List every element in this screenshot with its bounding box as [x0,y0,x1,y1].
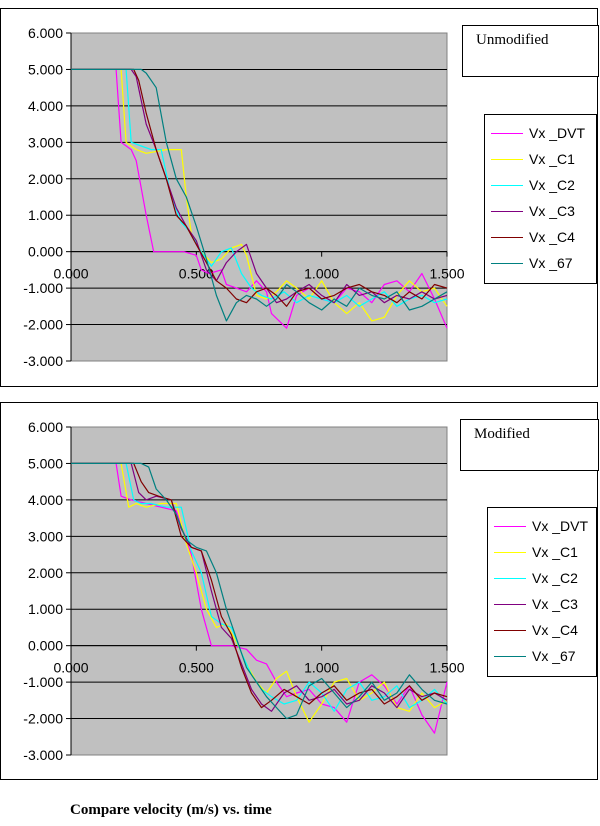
plot-area [70,426,448,756]
legend-swatch [491,158,523,160]
y-tick-label: 3.000 [28,134,63,150]
y-tick-label: 4.000 [28,98,63,114]
legend-item: Vx _C2 [494,568,578,588]
chart-legend: Vx _DVT Vx _C1 Vx _C2 Vx _C3 Vx _C4 Vx _67 [484,114,597,284]
y-tick-label: 4.000 [28,492,63,508]
y-tick-label: 0.000 [28,244,63,260]
legend-swatch [494,603,526,605]
x-tick-label: 0.500 [179,266,214,282]
legend-label: Vx _C3 [532,596,578,612]
chart-title-box: Unmodified [462,25,599,77]
chart-title: Unmodified [476,32,549,48]
y-tick-label: 6.000 [28,25,63,41]
plot-area [70,32,448,362]
legend-swatch [491,236,523,238]
legend-label: Vx _C1 [532,544,578,560]
y-tick-label: 0.000 [28,638,63,654]
chart-legend: Vx _DVT Vx _C1 Vx _C2 Vx _C3 Vx _C4 Vx _67 [487,507,597,677]
x-tick-label: 1.500 [429,266,464,282]
series-line [71,68,448,329]
y-tick-label: 5.000 [28,455,63,471]
legend-swatch [494,551,526,553]
legend-label: Vx _67 [532,648,576,664]
legend-swatch [491,210,523,212]
legend-item: Vx _C1 [491,149,575,169]
legend-swatch [494,655,526,657]
y-tick-label: -3.000 [23,747,63,763]
x-tick-label: 0.000 [53,266,88,282]
legend-item: Vx _C3 [494,594,578,614]
legend-item: Vx _C3 [491,201,575,221]
legend-label: Vx _DVT [529,125,586,141]
legend-item: Vx _C1 [494,542,578,562]
legend-label: Vx _C4 [532,622,578,638]
series-line [71,68,448,307]
legend-label: Vx _C2 [529,177,575,193]
x-tick-label: 1.000 [304,660,339,676]
x-tick-label: 1.500 [429,660,464,676]
legend-label: Vx _C3 [529,203,575,219]
y-tick-label: 2.000 [28,171,63,187]
legend-item: Vx _DVT [491,123,585,143]
y-tick-label: -3.000 [23,353,63,369]
legend-item: Vx _C4 [494,620,578,640]
legend-label: Vx _67 [529,255,573,271]
legend-item: Vx _67 [494,646,576,666]
legend-swatch [491,132,523,134]
y-tick-label: 2.000 [28,565,63,581]
legend-item: Vx _67 [491,253,573,273]
legend-label: Vx _C1 [529,151,575,167]
x-tick-label: 0.000 [53,660,88,676]
legend-item: Vx _DVT [494,516,588,536]
series-line [71,68,448,322]
x-tick-label: 1.000 [304,266,339,282]
y-tick-label: -2.000 [23,317,63,333]
series-line [71,462,448,734]
chart-panel-modified: 6.000 5.000 4.000 3.000 2.000 1.000 0.000 -1.00… [0,402,599,780]
legend-swatch [491,262,523,264]
y-tick-label: 6.000 [28,419,63,435]
series-line [71,68,448,307]
series-line [71,462,448,709]
legend-label: Vx _DVT [532,518,589,534]
y-tick-label: -1.000 [23,674,63,690]
chart-panel-unmodified: 6.000 5.000 4.000 3.000 2.000 1.000 0.000 -1.00… [0,8,599,387]
figure-caption: Compare velocity (m/s) vs. time [70,802,272,818]
y-tick-label: 1.000 [28,601,63,617]
y-tick-label: -1.000 [23,280,63,296]
legend-swatch [494,577,526,579]
y-tick-label: -2.000 [23,711,63,727]
legend-item: Vx _C4 [491,227,575,247]
chart-modified: 6.0005.0004.0003.0002.0001.0000.000-1.00… [23,419,464,763]
chart-title: Modified [474,426,530,442]
x-tick-label: 0.500 [179,660,214,676]
legend-swatch [494,525,526,527]
chart-unmodified: 6.0005.0004.0003.0002.0001.0000.000-1.00… [23,25,464,369]
series-line [71,462,448,720]
y-tick-label: 5.000 [28,61,63,77]
y-tick-label: 3.000 [28,528,63,544]
legend-swatch [491,184,523,186]
legend-label: Vx _C4 [529,229,575,245]
legend-swatch [494,629,526,631]
legend-item: Vx _C2 [491,175,575,195]
legend-label: Vx _C2 [532,570,578,586]
chart-title-box: Modified [460,419,599,471]
y-tick-label: 1.000 [28,207,63,223]
